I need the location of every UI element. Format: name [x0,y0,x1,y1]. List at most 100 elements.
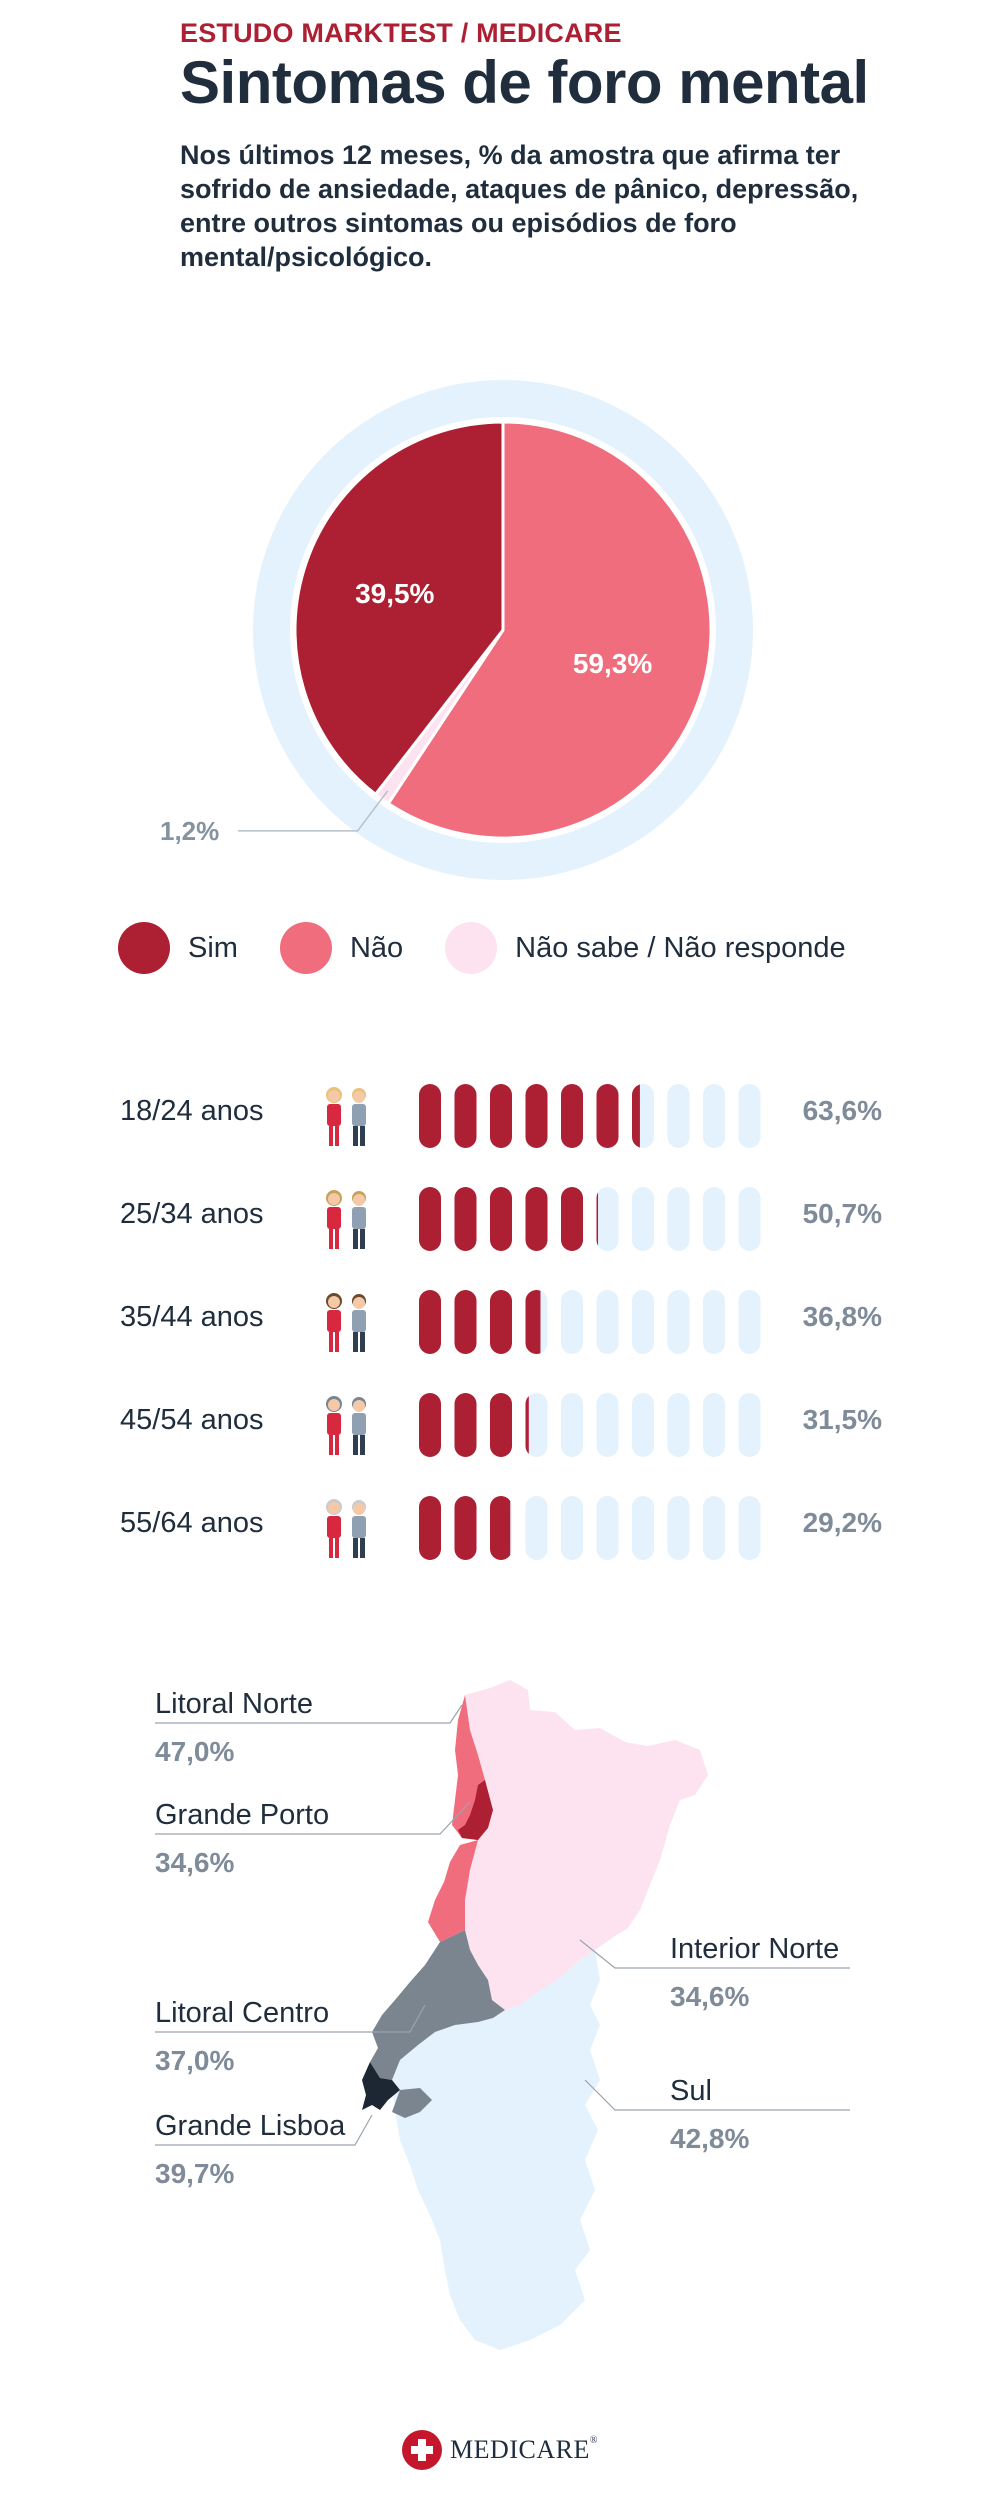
pill-empty [632,1187,654,1251]
legend-swatch-nsnr [445,922,498,974]
leader-line-interior-norte [579,1939,850,1969]
pill-empty [632,1290,654,1354]
pill-filled [454,1187,477,1251]
region-value-grande-porto: 34,6% [155,1847,234,1878]
legend-item-nao: Não [279,922,404,974]
pill-filled [490,1084,512,1148]
region-label-litoral-centro: Litoral Centro [155,1997,329,2029]
pie-legend: Sim Não Não sabe / Não responde [118,922,888,974]
pill-filled [419,1187,441,1251]
age-label: 55/64 anos [120,1507,264,1539]
pill-empty [667,1084,690,1148]
pill-empty [738,1187,761,1251]
age-bar [419,1187,761,1251]
pie-label-nao: 59,3% [573,648,652,679]
age-bar [419,1084,761,1148]
pill-empty [667,1290,690,1354]
region-litoral-norte-lower [428,1840,478,1942]
pill-filled [419,1393,441,1457]
legend-item-sim: Sim [118,922,238,974]
pill-empty [738,1496,761,1560]
age-bar [419,1290,761,1354]
pie-slice-sim [293,420,505,797]
kicker: ESTUDO MARKTEST / MEDICARE [180,18,622,48]
pill-empty [632,1496,654,1560]
legend-item-nsnr: Não sabe / Não responde [445,922,846,974]
medicare-cross-icon [402,2430,443,2470]
pill-filled [561,1187,583,1251]
pie-label-sim: 39,5% [355,578,434,609]
couple-icon [326,1293,366,1352]
pill-filled [419,1084,441,1148]
pill-filled [525,1084,548,1148]
pill-empty [667,1187,690,1251]
pill-filled [632,1084,640,1148]
age-bar [419,1496,761,1560]
region-label-grande-porto: Grande Porto [155,1799,329,1831]
pill-filled [419,1290,441,1354]
legend-label-nao: Não [349,931,404,964]
age-row: 18/24 anos 63,6% [0,1075,1000,1155]
pill-empty [596,1290,619,1354]
pill-filled [561,1084,583,1148]
pill-filled [454,1290,477,1354]
pill-empty [738,1084,761,1148]
footer-logo: MEDICARE® [0,2430,1000,2470]
leader-line-grande-lisboa [155,2114,373,2146]
pill-empty [667,1496,690,1560]
couple-icon [326,1499,366,1558]
pill-empty [561,1393,583,1457]
leader-line-litoral-norte [155,1704,463,1724]
age-row: 35/44 anos 36,8% [0,1281,1000,1361]
region-value-litoral-centro: 37,0% [155,2045,234,2076]
pill-filled [490,1496,511,1560]
region-label-litoral-norte: Litoral Norte [155,1688,313,1720]
age-value: 29,2% [802,1507,882,1538]
pill-empty [596,1187,619,1251]
age-value: 63,6% [802,1095,882,1126]
medicare-wordmark: MEDICARE® [450,2435,598,2464]
age-value: 36,8% [802,1301,882,1332]
couple-icon [326,1087,366,1146]
pill-empty [525,1496,548,1560]
pill-empty [525,1393,548,1457]
age-row: 55/64 anos 29,2% [0,1487,1000,1567]
pill-filled [490,1393,512,1457]
region-value-litoral-norte: 47,0% [155,1736,234,1767]
region-value-interior-norte: 34,6% [670,1981,749,2012]
region-label-interior-norte: Interior Norte [670,1933,839,1965]
pill-filled [525,1187,548,1251]
region-label-grande-lisboa: Grande Lisboa [155,2110,346,2142]
page-title: Sintomas de foro mental [180,49,869,116]
pie-chart: 59,3% 1,2% 39,5% [160,380,753,880]
legend-swatch-sim [118,922,170,974]
leader-line-litoral-centro [155,2004,426,2033]
pill-empty [703,1084,725,1148]
region-litoral-centro [370,1930,505,2080]
pill-empty [703,1496,725,1560]
region-value-sul: 42,8% [670,2123,749,2154]
leader-line-sul [584,2079,850,2111]
pill-empty [667,1393,690,1457]
legend-label-nsnr: Não sabe / Não responde [515,931,846,964]
pill-filled [490,1187,512,1251]
pill-filled [454,1084,477,1148]
pill-empty [632,1393,654,1457]
pill-filled [525,1393,529,1457]
age-label: 45/54 anos [120,1404,264,1436]
pill-filled [454,1496,477,1560]
pill-empty [703,1187,725,1251]
pill-empty [561,1290,583,1354]
age-value: 31,5% [802,1404,882,1435]
pill-filled [454,1393,477,1457]
region-label-sul: Sul [670,2075,712,2107]
pill-empty [596,1496,619,1560]
region-setubal [392,2088,432,2118]
region-map: Litoral Norte 47,0% Grande Porto 34,6% Inter… [155,1680,850,2350]
pill-filled [596,1084,619,1148]
region-grande-porto [458,1780,493,1840]
pill-filled [490,1290,512,1354]
leader-line-grande-porto [155,1801,471,1835]
age-label: 35/44 anos [120,1301,264,1333]
pill-filled [525,1290,541,1354]
